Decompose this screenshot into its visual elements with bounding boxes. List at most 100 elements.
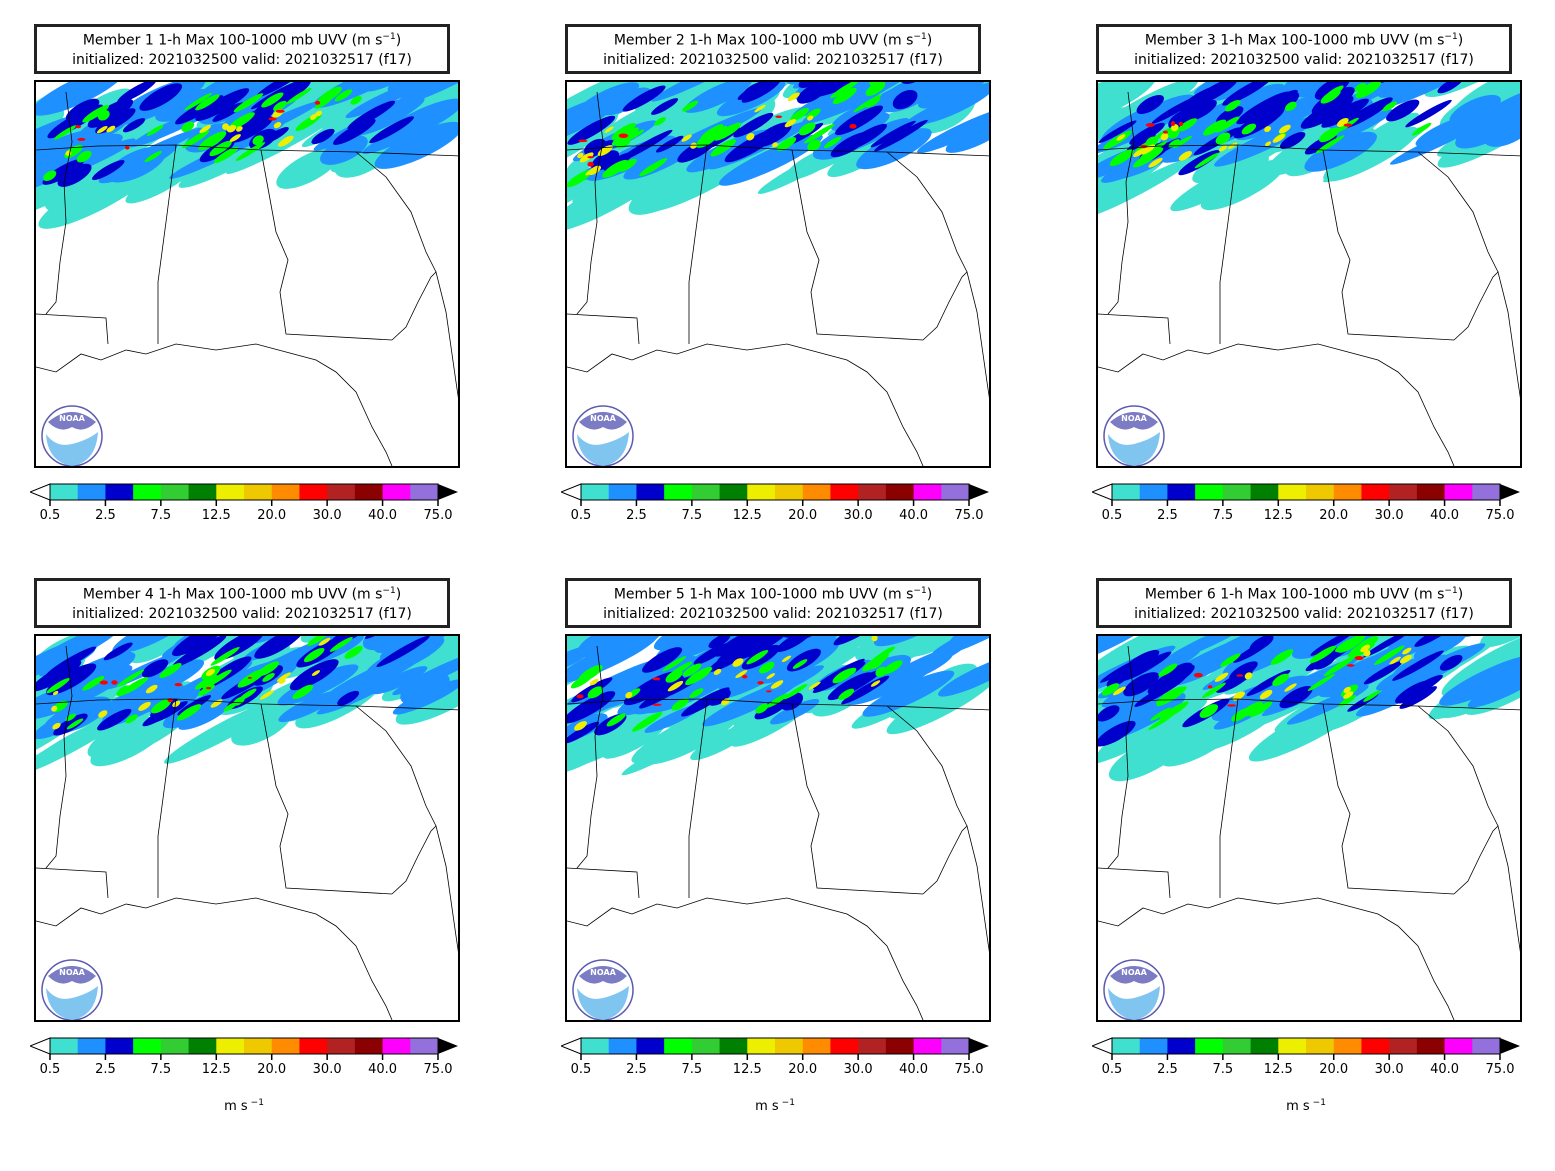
colorbar-swatch [1416, 1038, 1446, 1054]
colorbar-swatch [581, 484, 610, 500]
colorbar-swatch [664, 1038, 693, 1054]
colorbar-swatch [1472, 1038, 1501, 1054]
colorbar-swatch [1278, 484, 1307, 500]
colorbar-extend-high [969, 484, 989, 500]
colorbar-units: m s −1 [224, 1098, 264, 1115]
map-panel-6: Member 6 1-h Max 100-1000 mb UVV (m s−1)… [1090, 578, 1532, 1138]
colorbar-tick-label: 12.5 [201, 508, 231, 523]
colorbar-tick-label: 0.5 [1101, 1062, 1123, 1077]
colorbar: 0.5 2.5 7.5 12.5 20.0 30.0 40.0 75.0 m s −1 [559, 1036, 1001, 1116]
colorbar-extend-low [559, 483, 582, 501]
colorbar-swatch [913, 484, 942, 500]
colorbar-swatch [913, 1038, 942, 1054]
panel-title-line1: Member 1 1-h Max 100-1000 mb UVV (m s−1) [82, 32, 402, 49]
colorbar-tick-label: 40.0 [1430, 508, 1460, 523]
colorbar-swatch [1333, 484, 1362, 500]
colorbar-swatch [1222, 484, 1252, 500]
colorbar-tick-label: 7.5 [1212, 1062, 1234, 1077]
colorbar-tick-label: 12.5 [1263, 1062, 1293, 1077]
noaa-logo: NOAA [1103, 405, 1165, 466]
colorbar-tick-label: 20.0 [788, 508, 818, 523]
colorbar-tick-label: 20.0 [788, 1062, 818, 1077]
colorbar-swatch [133, 1038, 162, 1054]
colorbar-tick-label: 30.0 [843, 1062, 873, 1077]
colorbar: 0.5 2.5 7.5 12.5 20.0 30.0 40.0 75.0 [28, 482, 470, 562]
colorbar-swatch [1222, 1038, 1252, 1054]
map-panel-1: Member 1 1-h Max 100-1000 mb UVV (m s−1)… [28, 24, 470, 584]
panel-title-line1: Member 2 1-h Max 100-1000 mb UVV (m s−1) [613, 32, 933, 49]
colorbar-swatch [1112, 484, 1141, 500]
panel-title: Member 4 1-h Max 100-1000 mb UVV (m s−1)… [34, 578, 450, 628]
colorbar-tick-label: 2.5 [626, 508, 647, 523]
map-area: NOAA [565, 634, 991, 1022]
colorbar: 0.5 2.5 7.5 12.5 20.0 30.0 40.0 75.0 [1090, 482, 1532, 562]
map-area: NOAA [1096, 80, 1522, 468]
colorbar-tick-label: 0.5 [570, 508, 592, 523]
colorbar-tick-label: 30.0 [1374, 508, 1404, 523]
map-panel-2: Member 2 1-h Max 100-1000 mb UVV (m s−1)… [559, 24, 1001, 584]
colorbar-extend-high [438, 1038, 458, 1054]
colorbar-swatch [133, 484, 162, 500]
colorbar-swatches [1090, 1037, 1520, 1060]
colorbar-swatch [581, 1038, 610, 1054]
uvv-field [1098, 82, 1520, 218]
uvv-field [1098, 636, 1520, 782]
colorbar-tick-label: 30.0 [843, 508, 873, 523]
colorbar-tick-label: 2.5 [95, 508, 116, 523]
uvv-field-map: NOAA [567, 82, 989, 466]
colorbar: 0.5 2.5 7.5 12.5 20.0 30.0 40.0 75.0 m s −1 [28, 1036, 470, 1116]
colorbar-swatch [802, 1038, 831, 1054]
panel-title-line1: Member 6 1-h Max 100-1000 mb UVV (m s−1) [1144, 586, 1464, 603]
colorbar-swatch [1167, 484, 1196, 500]
svg-text:NOAA: NOAA [1121, 968, 1147, 977]
colorbar-swatch [1195, 1038, 1224, 1054]
panel-title-line2: initialized: 2021032500 valid: 202103251… [603, 51, 943, 68]
map-panel-3: Member 3 1-h Max 100-1000 mb UVV (m s−1)… [1090, 24, 1532, 584]
colorbar-swatch [941, 484, 970, 500]
colorbar-tick-label: 2.5 [1157, 1062, 1178, 1077]
colorbar-tick-label: 12.5 [201, 1062, 231, 1077]
colorbar-tick-label: 75.0 [423, 508, 453, 523]
colorbar-tick-label: 40.0 [1430, 1062, 1460, 1077]
colorbar-swatches [559, 483, 989, 506]
svg-text:NOAA: NOAA [59, 968, 85, 977]
colorbar-swatch [830, 484, 859, 500]
colorbar-swatch [271, 484, 300, 500]
colorbar-tick-label: 2.5 [95, 1062, 116, 1077]
colorbar-tick-label: 30.0 [312, 508, 342, 523]
noaa-logo: NOAA [572, 959, 634, 1020]
colorbar-tick-label: 30.0 [312, 1062, 342, 1077]
colorbar-swatch [664, 484, 693, 500]
colorbar-tick-label: 7.5 [681, 1062, 703, 1077]
noaa-logo: NOAA [41, 405, 103, 466]
state-boundaries [567, 645, 989, 1020]
uvv-field-map: NOAA [1098, 82, 1520, 466]
uvv-field-map: NOAA [567, 636, 989, 1020]
colorbar-swatch [1361, 1038, 1390, 1054]
colorbar-tick-label: 12.5 [732, 508, 762, 523]
colorbar-swatch [802, 484, 831, 500]
colorbar-swatch [1250, 484, 1279, 500]
colorbar-swatch [885, 1038, 915, 1054]
colorbar-swatch [1444, 484, 1473, 500]
colorbar-swatch [188, 1038, 217, 1054]
colorbar-swatch [1278, 1038, 1307, 1054]
colorbar-swatch [216, 1038, 245, 1054]
colorbar-tick-label: 0.5 [39, 508, 61, 523]
colorbar-tick-label: 7.5 [681, 508, 703, 523]
colorbar-swatch [1250, 1038, 1279, 1054]
colorbar-tick-label: 7.5 [150, 508, 172, 523]
panel-title-line2: initialized: 2021032500 valid: 202103251… [1134, 605, 1474, 622]
colorbar-swatch [1167, 1038, 1196, 1054]
colorbar-extend-low [28, 1037, 51, 1055]
uvv-field [567, 636, 989, 776]
colorbar-swatch [1444, 1038, 1473, 1054]
colorbar-swatch [382, 1038, 411, 1054]
panel-title: Member 3 1-h Max 100-1000 mb UVV (m s−1)… [1096, 24, 1512, 74]
state-boundaries [1098, 91, 1520, 466]
state-boundaries [36, 91, 458, 466]
colorbar-swatch [244, 484, 273, 500]
colorbar-swatch [636, 1038, 665, 1054]
map-area: NOAA [34, 80, 460, 468]
colorbar-swatch [354, 1038, 384, 1054]
